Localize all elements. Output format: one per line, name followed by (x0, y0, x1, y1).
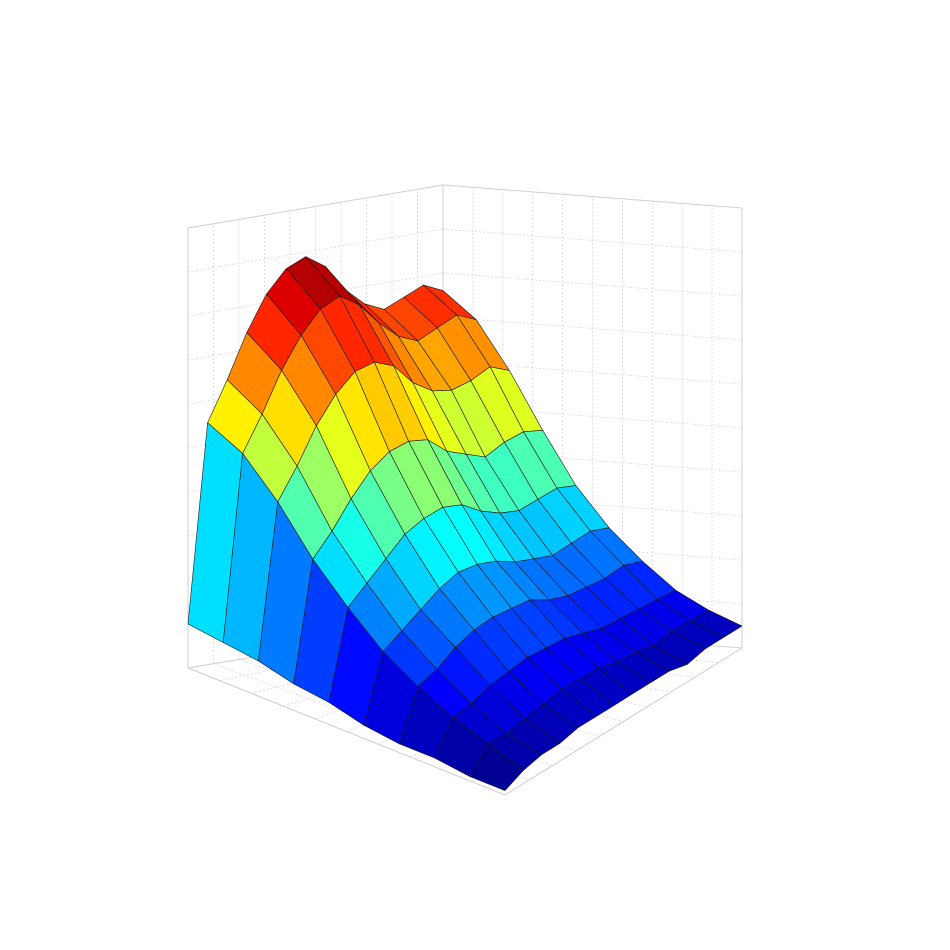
right-wall-gridline (442, 272, 743, 297)
axis-edge (504, 647, 743, 796)
surface-patch (469, 743, 524, 791)
surface-mesh (187, 256, 743, 791)
axis-edge (187, 667, 506, 796)
left-wall-gridline (187, 228, 444, 273)
right-wall-gridline (442, 316, 743, 341)
axis-edge (187, 184, 444, 229)
axis-edge (442, 184, 743, 209)
right-wall-gridline (442, 228, 743, 253)
